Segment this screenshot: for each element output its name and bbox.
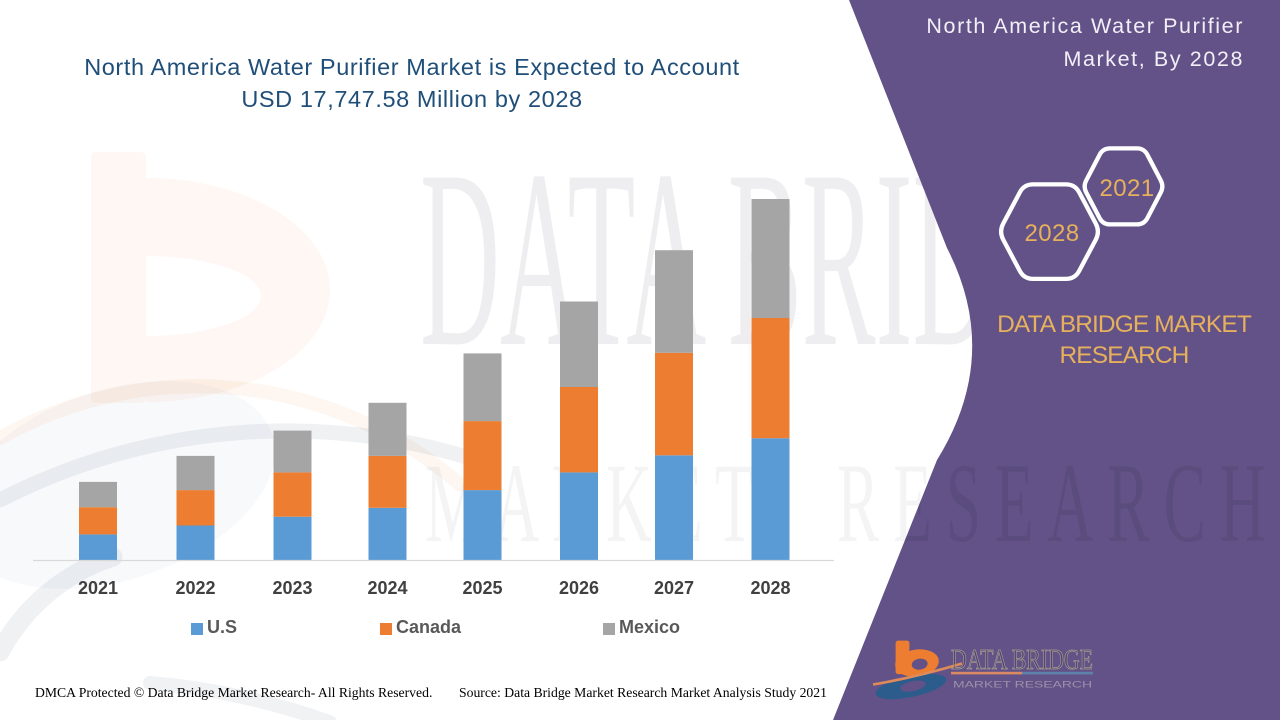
svg-text:MARKET RESEARCH: MARKET RESEARCH bbox=[953, 680, 1092, 691]
svg-text:DATA BRIDGE: DATA BRIDGE bbox=[951, 645, 1093, 676]
